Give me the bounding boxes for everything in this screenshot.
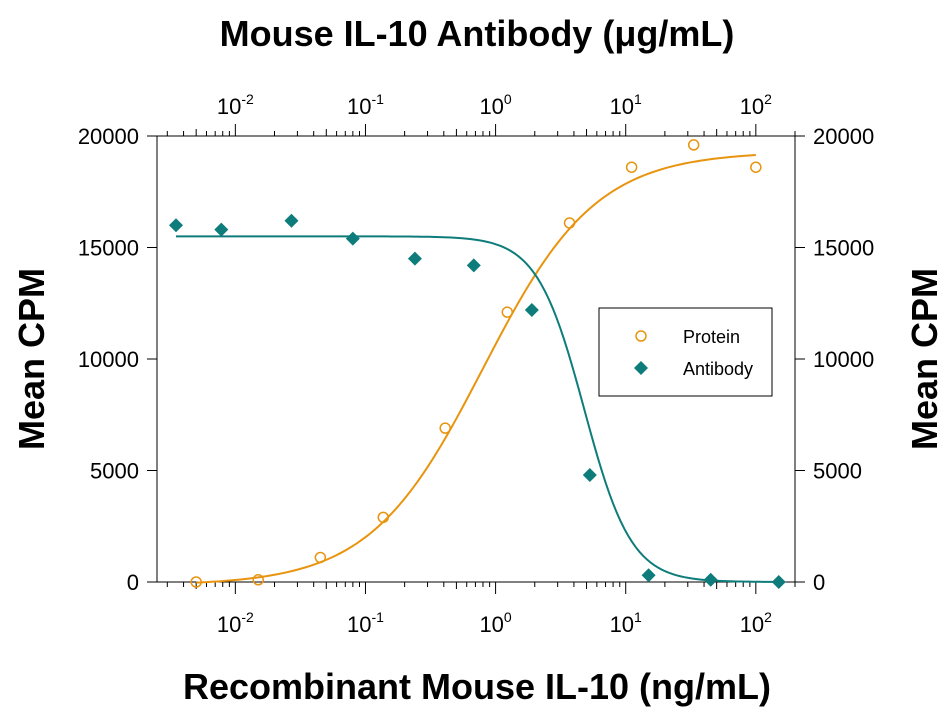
- right-y-axis-title: Mean CPM: [904, 268, 945, 450]
- right-y-tick-label: 5000: [813, 459, 862, 484]
- legend-label-protein: Protein: [683, 327, 740, 347]
- left-y-tick-label: 0: [127, 570, 139, 595]
- top-x-tick-label: 100: [479, 91, 511, 119]
- right-y-tick-label: 10000: [813, 347, 874, 372]
- point-antibody: [771, 575, 786, 589]
- bottom-x-tick-label: 10-1: [347, 609, 384, 637]
- point-protein: [252, 574, 265, 586]
- fit-curve-antibody: [176, 235, 779, 583]
- left-y-tick-label: 5000: [90, 459, 139, 484]
- point-antibody: [703, 572, 718, 587]
- point-protein: [190, 576, 202, 588]
- bottom-x-tick-label: 102: [740, 609, 772, 637]
- point-antibody: [407, 251, 422, 266]
- axis-ticks: 0 0 5000 5000 10000 10000 15000 15000 20000 20000…: [78, 91, 874, 637]
- legend-antibody-marker: [634, 361, 648, 375]
- bottom-x-tick-label: 101: [610, 609, 642, 637]
- bottom-axis-title: Recombinant Mouse IL-10 (ng/mL): [183, 666, 771, 707]
- point-antibody: [284, 213, 299, 228]
- legend-protein-marker: [635, 330, 647, 342]
- point-protein: [625, 161, 638, 173]
- point-antibody: [641, 568, 656, 583]
- point-protein: [377, 511, 390, 524]
- left-y-tick-label: 20000: [78, 124, 139, 149]
- fit-curves: [176, 154, 779, 584]
- point-protein: [501, 306, 514, 318]
- data-points: [169, 139, 786, 589]
- left-y-tick-label: 15000: [78, 236, 139, 261]
- legend-label-antibody: Antibody: [683, 359, 753, 379]
- point-antibody: [214, 222, 229, 237]
- point-protein: [750, 161, 762, 173]
- left-y-tick-label: 10000: [78, 347, 139, 372]
- point-antibody: [524, 302, 539, 317]
- top-x-tick-label: 10-1: [347, 91, 384, 119]
- left-y-axis-title: Mean CPM: [11, 268, 52, 450]
- point-protein: [563, 217, 576, 229]
- right-y-tick-label: 0: [813, 570, 825, 595]
- right-y-tick-label: 15000: [813, 236, 874, 261]
- point-protein: [439, 422, 451, 434]
- bottom-x-tick-label: 100: [479, 609, 511, 637]
- top-x-tick-label: 10-2: [217, 91, 254, 119]
- top-x-tick-label: 101: [610, 91, 642, 119]
- legend-box: [598, 307, 773, 397]
- bottom-x-tick-label: 10-2: [217, 609, 254, 637]
- point-antibody: [466, 258, 481, 273]
- fit-curve-protein: [196, 154, 756, 584]
- point-antibody: [345, 231, 360, 246]
- right-y-tick-label: 20000: [813, 124, 874, 149]
- legend: Protein Antibody: [598, 307, 773, 397]
- point-antibody: [582, 467, 597, 482]
- point-antibody: [169, 218, 184, 233]
- point-protein: [314, 551, 327, 564]
- point-protein: [687, 139, 700, 151]
- top-axis-title: Mouse IL-10 Antibody (μg/mL): [220, 13, 735, 54]
- top-x-tick-label: 102: [740, 91, 772, 119]
